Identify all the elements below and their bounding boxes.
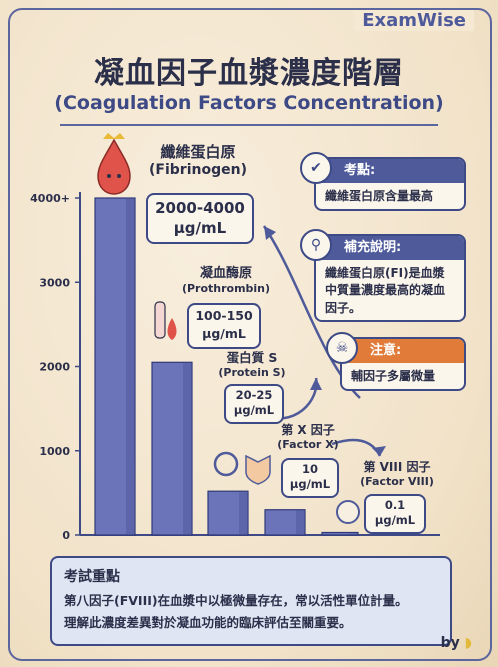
magnifier-icon: ⚲ (300, 229, 332, 261)
y-tick-label: 4000+ (30, 192, 70, 205)
page-subtitle: (Coagulation Factors Concentration) (54, 92, 444, 114)
eye-icon (117, 174, 121, 178)
unit-text: μg/mL (289, 477, 331, 491)
unit-text: μg/mL (233, 403, 275, 417)
note-header: 注意: (342, 339, 464, 363)
summary-title: 考試重點 (64, 569, 120, 585)
bar-label-zh: 第 VIII 因子 (363, 460, 431, 474)
byline: by ◗ (441, 635, 472, 651)
bar-shade (239, 492, 247, 534)
molecule-icon (213, 451, 239, 477)
y-tick-label: 1000 (39, 445, 70, 458)
bar-shade (183, 363, 191, 534)
summary-line-1: 第八因子(FVIII)在血漿中以極微量存在，常以活性單位計量。 (64, 593, 408, 608)
bar-label-en: (Protein S) (218, 365, 286, 379)
byline-text: by (440, 635, 460, 651)
blood-drop-icon (167, 318, 177, 340)
bar-label-zh: 凝血酶原 (199, 266, 252, 281)
value-callout-fibrinogen: 2000-4000 μg/mL (146, 193, 254, 244)
bar-label-zh: 蛋白質 S (226, 350, 278, 365)
value-callout-factor-viii: 0.1 μg/mL (364, 494, 426, 534)
bar-label-factor-viii: 第 VIII 因子 (Factor VIII) (352, 460, 442, 489)
value-callout-factor-x: 10 μg/mL (281, 458, 339, 498)
eye-icon (107, 174, 111, 178)
keypoint-body: 纖維蛋白原含量最高 (325, 189, 434, 203)
value-text: 100-150 (195, 308, 253, 323)
brand-logo: ExamWise (354, 10, 474, 31)
shield-x-icon (245, 454, 271, 485)
y-tick-label: 2000 (39, 361, 70, 374)
bar (321, 531, 359, 536)
bar-label-zh: 纖維蛋白原 (160, 143, 236, 161)
y-tick-label: 3000 (39, 276, 70, 289)
unit-text: μg/mL (202, 326, 246, 341)
supplement-header: 補充說明: (316, 236, 464, 260)
bar-chart: 0 1000 2000 3000 4000+ (30, 133, 440, 542)
value-text: 2000-4000 (155, 199, 245, 217)
unit-text: μg/mL (374, 513, 416, 527)
banana-icon: ◗ (464, 635, 472, 651)
supplement-box: 補充說明: 纖維蛋白原(FI)是血漿中質量濃度最高的凝血因子。 (314, 234, 466, 322)
title-divider (60, 124, 438, 126)
bar-label-protein-s: 蛋白質 S (Protein S) (206, 350, 298, 379)
note-box: 注意: 輔因子多屬微量 (340, 337, 466, 391)
value-callout-protein-s: 20-25 μg/mL (224, 384, 284, 424)
bar-label-en: (Prothrombin) (181, 282, 271, 296)
page-title: 凝血因子血漿濃度階層 (94, 56, 404, 91)
bar-label-en: (Factor X) (277, 438, 339, 451)
value-text: 20-25 (235, 388, 273, 402)
exam-summary-box: 考試重點 第八因子(FVIII)在血漿中以極微量存在，常以活性單位計量。 理解此… (50, 556, 452, 646)
crown-icon (103, 133, 125, 139)
keypoint-header: 考點: (316, 159, 464, 183)
y-tick-label: 0 (62, 529, 70, 542)
bar-label-prothrombin: 凝血酶原 (Prothrombin) (176, 266, 276, 296)
supplement-body: 纖維蛋白原(FI)是血漿中質量濃度最高的凝血因子。 (325, 266, 446, 315)
arrow-head (310, 378, 322, 390)
bar-label-fibrinogen: 纖維蛋白原 (Fibrinogen) (138, 143, 258, 179)
bar-shade (296, 510, 304, 534)
value-text: 10 (301, 462, 318, 476)
bar-shade (349, 533, 357, 534)
bar-shade (126, 199, 134, 534)
page-frame (8, 8, 492, 661)
gear-viii-icon (336, 500, 360, 524)
arrow-head (264, 226, 276, 240)
test-tube-icon (154, 301, 166, 339)
arrow-head (372, 446, 386, 456)
note-body: 輔因子多屬微量 (351, 369, 436, 383)
unit-text: μg/mL (173, 219, 227, 237)
checkmark-icon: ✔ (300, 152, 332, 184)
blood-drop-icon (97, 138, 131, 195)
summary-line-2: 理解此濃度差異對於凝血功能的臨床評估至關重要。 (64, 615, 352, 630)
bar-label-zh: 第 X 因子 (281, 423, 335, 437)
bar-label-en: (Factor VIII) (360, 475, 434, 488)
value-callout-prothrombin: 100-150 μg/mL (187, 303, 261, 349)
value-text: 0.1 (384, 498, 406, 512)
skull-icon: ☠ (326, 332, 358, 364)
bar-label-en: (Fibrinogen) (149, 161, 247, 178)
keypoint-box: 考點: 纖維蛋白原含量最高 (314, 157, 466, 211)
bar-label-factor-x: 第 X 因子 (Factor X) (268, 423, 348, 452)
